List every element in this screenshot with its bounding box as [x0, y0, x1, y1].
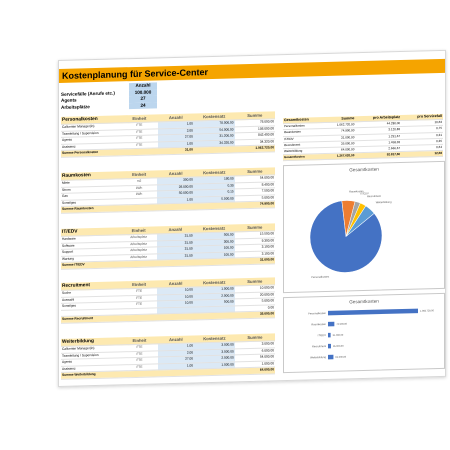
pie-label: Personalkosten: [311, 275, 329, 279]
sum-anzahl: 31,00: [157, 147, 194, 155]
summary-total-value: 52.817,50: [355, 151, 402, 160]
bar-data-label: 1.062.720,00: [420, 309, 435, 312]
cost-block: Recruitment Einheit Anzahl Kostensatz Summe S…: [61, 277, 275, 324]
sum-label: Summe Recruitment: [61, 314, 158, 324]
sum-value: 31.000,00: [234, 257, 275, 265]
header-row-value[interactable]: 24: [129, 101, 157, 110]
sum-anzahl: [157, 369, 195, 377]
pie-label: Recruitment: [367, 194, 381, 198]
header-row-label: Arbeitsplätze: [61, 103, 90, 110]
bar-itedv: [328, 332, 331, 338]
cost-block: Personalkosten Einheit Anzahl Kostensatz Sum…: [61, 111, 275, 158]
cost-block: Raumkosten Einheit Anzahl Kostensatz Summe Mi…: [61, 167, 275, 214]
pie-label: IT/EDV: [360, 191, 369, 195]
sum-value: 74.900,00: [234, 201, 275, 209]
bar-category-label: Weiterbildung: [310, 355, 326, 359]
sum-anzahl: [157, 313, 194, 321]
bar-data-label: 35.000,00: [333, 345, 344, 348]
bar-raumkosten: [328, 321, 335, 327]
bar-data-label: 74.900,00: [336, 323, 347, 326]
spreadsheet-page: Kostenplanung für Service-Center Anzahl …: [58, 49, 446, 387]
sum-value: 35.000,00: [234, 311, 275, 319]
summary-table: Gesamtkosten Summe pro Arbeitsplatz pro …: [283, 113, 443, 162]
summary-total-value: 12,68: [401, 150, 443, 158]
bar-category-label: Personalkosten: [308, 311, 326, 315]
pie-chart-box[interactable]: Gesamtkosten Personalkosten Raumkosten IT/…: [283, 160, 445, 294]
bar-category-label: Recruitment: [312, 344, 326, 348]
header-inputs: Anzahl Servicefälle (Anrufe etc.) 100.00…: [61, 82, 181, 111]
bar-recruitment: [328, 343, 331, 349]
cost-block: Weiterbildung Einheit Anzahl Kostensatz Summ…: [61, 333, 275, 380]
summary-total-label: Gesamtkosten: [283, 153, 325, 162]
sum-anzahl: [157, 259, 194, 267]
bar-chart-box[interactable]: Gesamtkosten Personalkosten 1.062.720,00 R…: [283, 292, 445, 374]
sum-anzahl: [157, 203, 194, 211]
sum-value: 1.062.720,00: [234, 145, 275, 153]
page-title: Kostenplanung für Service-Center: [62, 67, 209, 81]
bar-chart: Personalkosten 1.062.720,00 Raumkosten 74.9…: [308, 308, 435, 360]
pie-chart: Personalkosten RaumkostenIT/EDVRecruitmen…: [309, 189, 392, 279]
bar-weiterbildung: [328, 354, 334, 360]
cost-block: IT/EDV Einheit Anzahl Kostensatz Summe Hardwa…: [61, 223, 275, 270]
sum-value: 64.000,00: [234, 367, 275, 375]
bar-data-label: 31.000,00: [333, 334, 344, 337]
pie-label: Weiterbildung: [376, 200, 392, 204]
summary-rows: Personalkosten 1.062.720,00 44.280,00 10,63…: [283, 119, 443, 155]
bar-data-label: 64.000,00: [335, 356, 346, 359]
title-bar: Kostenplanung für Service-Center: [59, 58, 445, 83]
bar-category-label: Raumkosten: [311, 322, 326, 326]
sum-label: Summe IT/EDV: [61, 260, 158, 270]
pie-slice-weiterbildung: [345, 205, 375, 237]
pie-label: Raumkosten: [349, 189, 364, 193]
pie-slice-personalkosten: [309, 200, 383, 273]
summary-total-value: 1.267.620,00: [324, 152, 356, 160]
bar-personalkosten: [328, 308, 418, 316]
bar-category-label: IT/EDV: [318, 333, 327, 337]
